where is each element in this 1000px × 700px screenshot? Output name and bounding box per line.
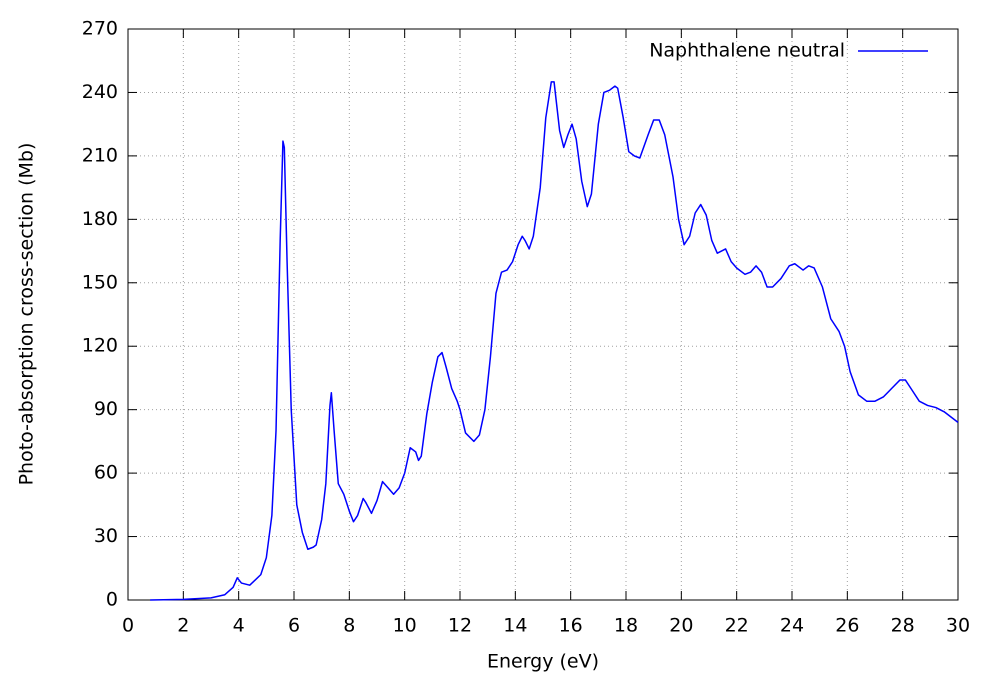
- x-tick-label: 14: [503, 615, 527, 637]
- y-tick-label: 150: [82, 271, 118, 293]
- x-tick-label: 22: [725, 615, 749, 637]
- x-tick-label: 26: [835, 615, 859, 637]
- x-tick-label: 6: [288, 615, 300, 637]
- x-tick-label: 8: [343, 615, 355, 637]
- x-tick-label: 4: [233, 615, 245, 637]
- x-tick-label: 20: [669, 615, 693, 637]
- x-tick-label: 2: [177, 615, 189, 637]
- y-tick-label: 0: [106, 589, 118, 611]
- y-tick-label: 30: [94, 525, 118, 547]
- data-line: [150, 81, 959, 601]
- x-tick-label: 30: [946, 615, 970, 637]
- y-tick-label: 210: [82, 144, 118, 166]
- legend-label: Naphthalene neutral: [649, 40, 845, 62]
- x-tick-label: 12: [448, 615, 472, 637]
- x-tick-label: 0: [122, 615, 134, 637]
- x-axis-label: Energy (eV): [487, 651, 599, 673]
- y-tick-label: 180: [82, 208, 118, 230]
- y-axis-label: Photo-absorption cross-section (Mb): [16, 143, 38, 486]
- y-tick-label: 270: [82, 18, 118, 40]
- x-tick-label: 10: [393, 615, 417, 637]
- x-tick-label: 18: [614, 615, 638, 637]
- x-tick-label: 16: [559, 615, 583, 637]
- y-tick-label: 240: [82, 81, 118, 103]
- y-tick-label: 120: [82, 335, 118, 357]
- plot-frame: [127, 28, 959, 601]
- y-tick-label: 90: [94, 398, 118, 420]
- y-tick-label: 60: [94, 462, 118, 484]
- x-tick-label: 28: [891, 615, 915, 637]
- x-tick-label: 24: [780, 615, 804, 637]
